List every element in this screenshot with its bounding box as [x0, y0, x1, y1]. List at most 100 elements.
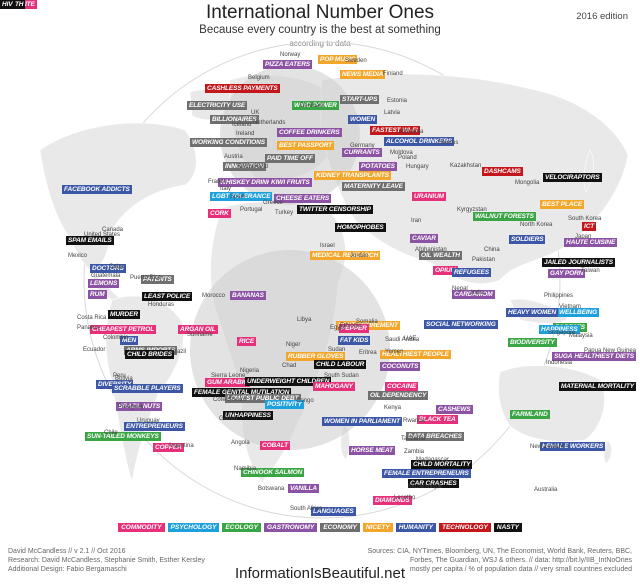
superlative-label: HEALTHIEST DIETS — [572, 352, 636, 361]
superlative-label: CHILD LABOUR — [314, 360, 367, 369]
superlative-label: WELLBEING — [557, 308, 600, 317]
superlative-label: FACEBOOK ADDICTS — [62, 185, 132, 194]
country-name: Germany — [350, 143, 375, 149]
legend-technology: TECHNOLOGY — [439, 523, 491, 532]
superlative-label: BRAZIL NUTS — [116, 402, 163, 411]
superlative-label: DOCTORS — [90, 264, 126, 273]
superlative-label: WOMEN — [348, 115, 378, 124]
country-name: China — [484, 247, 500, 253]
country-name: Uruguay — [137, 418, 160, 424]
country-name: Japan — [575, 234, 592, 240]
country-name: Hungary — [406, 164, 429, 170]
edition-label: 2016 edition — [576, 11, 628, 22]
country-name: Brazil — [171, 349, 187, 355]
country-name: Namibia — [234, 466, 257, 472]
superlative-label: WHISKEY DRINKERS — [218, 178, 287, 187]
country-name: Estonia — [387, 98, 408, 104]
country-name: Madagascar — [416, 457, 450, 463]
country-name: Costa Rica — [77, 315, 107, 321]
superlative-label: COFFEE DRINKERS — [277, 128, 342, 137]
superlative-label: ENTREPRENEURS — [124, 422, 185, 431]
superlative-label: MEN — [120, 336, 139, 345]
country-name: Mozambique — [408, 484, 443, 490]
country-name: Finland — [383, 71, 403, 77]
superlative-label: COPPER — [153, 443, 184, 452]
superlative-label: CHEESE EATERS — [274, 194, 332, 203]
superlative-label: RUM — [88, 290, 107, 299]
country-name: Indonesia — [546, 360, 573, 366]
superlative-label: SUGAR — [552, 352, 579, 361]
country-name: Belarus — [438, 140, 459, 146]
superlative-label: MATERNAL MORTALITY — [558, 382, 636, 391]
country-name: Lithuania — [399, 129, 424, 135]
country-name: Poland — [398, 155, 417, 161]
superlative-label: INNOVATION — [223, 162, 266, 171]
superlative-label: JAILED JOURNALISTS — [542, 258, 615, 267]
page-byline: according to data — [289, 39, 351, 48]
superlative-label: FAT KIDS — [338, 336, 371, 345]
country-name: Iceland — [232, 122, 252, 128]
page-subtitle: Because every country is the best at som… — [199, 24, 441, 36]
superlative-label: CASHLESS PAYMENTS — [205, 84, 280, 93]
superlative-label: FARMLAND — [510, 410, 550, 419]
superlative-label: LGBT TOLERANCE — [210, 192, 273, 201]
land-new-zealand — [603, 439, 612, 465]
country-name: Chile — [104, 430, 118, 436]
legend-gastronomy: GASTRONOMY — [263, 523, 318, 532]
superlative-label: RICE — [237, 337, 257, 346]
page-title: International Number Ones — [205, 2, 435, 23]
superlative-label: PIZZA EATERS — [263, 60, 313, 69]
country-name: Jordan — [350, 253, 369, 259]
country-name: Kyrgyzstan — [457, 207, 487, 213]
superlative-label: MURDER — [108, 310, 140, 319]
superlative-label: CHILD BRIDES — [125, 350, 175, 359]
country-name: Rwanda — [403, 418, 426, 424]
country-name: Panama — [77, 325, 100, 331]
superlative-label: PEPPER — [339, 324, 369, 333]
superlative-label: LEMONS — [88, 279, 120, 288]
country-name: Spain — [230, 194, 246, 200]
superlative-label: MAHOGANY — [313, 382, 355, 391]
credit-line: David McCandless // v 2.1 // Oct 2016 — [8, 548, 126, 555]
superlative-label: WALNUT FORESTS — [473, 212, 536, 221]
superlative-label: SOLDIERS — [509, 235, 546, 244]
source-line: mostly per capita / % of population data… — [409, 566, 632, 573]
country-name: South Korea — [568, 216, 602, 222]
country-name: Netherlands — [253, 120, 286, 126]
country-name: Ireland — [236, 131, 255, 137]
site-link[interactable]: InformationIsBeautiful.net — [234, 565, 406, 582]
superlative-label: SCRABBLE PLAYERS — [112, 384, 183, 393]
superlative-label: OIL WEALTH — [419, 251, 462, 260]
country-name: Italy — [220, 186, 232, 192]
source-line: Sources: CIA, NYTimes, Bloomberg, UN, Th… — [367, 548, 632, 555]
credit-line: Research: David McCandless, Stephanie Sm… — [8, 557, 205, 564]
superlative-label: HEALTHIEST PEOPLE — [380, 350, 451, 359]
superlative-label: CHINOOK SALMON — [241, 468, 305, 477]
superlative-label: COCONUTS — [380, 362, 421, 371]
category-legend: COMMODITY PSYCHOLOGY ECOLOGY GASTRONOMY … — [0, 523, 640, 532]
country-name: Afghanistan — [415, 247, 447, 253]
country-name: Yemen — [385, 349, 404, 355]
country-name: Sudan — [328, 347, 346, 353]
country-name: Somalia — [356, 319, 378, 325]
superlative-label: HIV — [0, 0, 15, 9]
country-name: Morocco — [202, 293, 226, 299]
superlative-label: FEMALE WORKERS — [540, 442, 606, 451]
country-name: Chad — [282, 363, 297, 369]
country-name: South Africa — [290, 506, 323, 512]
country-name: Austria — [224, 154, 243, 160]
superlative-label: DASHCAMS — [482, 167, 523, 176]
country-name: Tanzania — [401, 436, 426, 442]
country-name: Ecuador — [83, 347, 106, 353]
country-name: Israel — [320, 243, 335, 249]
country-name: Honduras — [148, 302, 175, 308]
superlative-label: CURRANTS — [342, 148, 382, 157]
country-name: South Sudan — [324, 373, 359, 379]
superlative-label: START-UPS — [340, 95, 380, 104]
country-name: United States — [84, 232, 121, 238]
country-name: Singapore — [548, 330, 576, 336]
superlative-label: BEST PASSPORT — [277, 141, 334, 150]
superlative-label: UNDERWEIGHT CHILDREN — [245, 377, 332, 386]
country-name: Niger — [286, 342, 301, 348]
superlative-label: FASTEST WI-FI — [370, 126, 420, 135]
